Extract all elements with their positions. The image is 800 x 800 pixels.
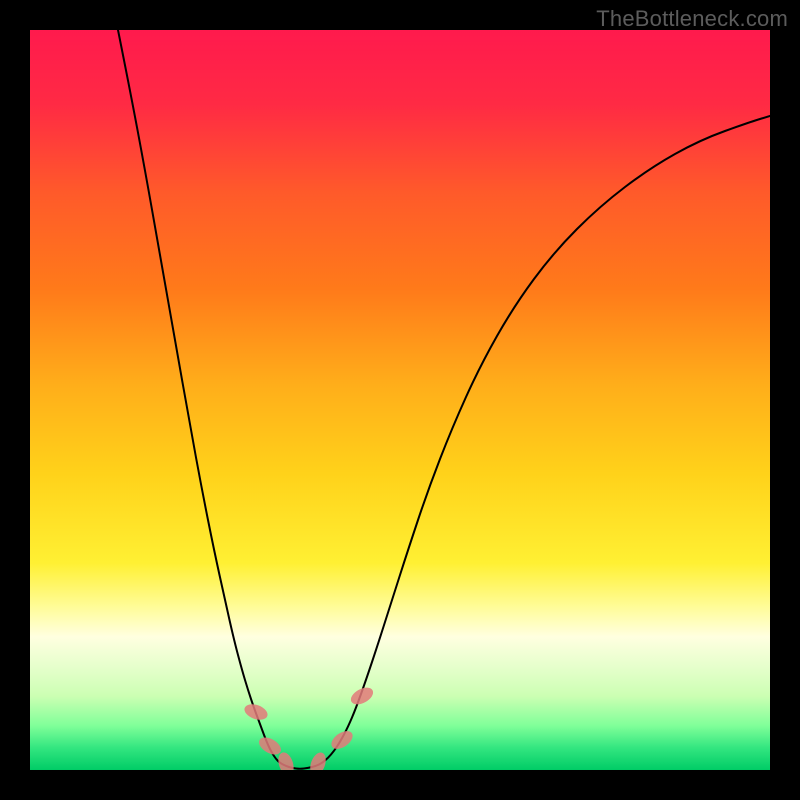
gradient-background [30,30,770,770]
chart-container: TheBottleneck.com [0,0,800,800]
plot-area [30,30,770,770]
plot-svg [30,30,770,770]
watermark-text: TheBottleneck.com [596,6,788,32]
